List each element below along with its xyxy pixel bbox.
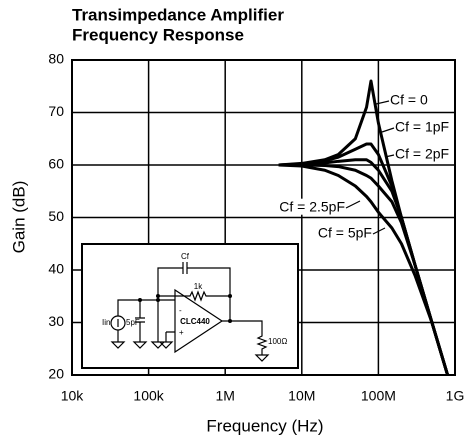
schematic-label: 5pF bbox=[126, 318, 140, 327]
label-bg bbox=[394, 145, 451, 162]
x-tick-label: 10k bbox=[61, 388, 85, 404]
x-tick-label: 1M bbox=[215, 388, 234, 404]
plot-frame bbox=[71, 59, 456, 376]
schematic-label: Cf bbox=[181, 252, 190, 261]
x-tick-label: 10M bbox=[288, 388, 315, 404]
y-tick-label: 50 bbox=[48, 208, 64, 224]
series-label: Cf = 1pF bbox=[395, 119, 449, 135]
schematic bbox=[110, 262, 270, 362]
y-tick-label: 30 bbox=[48, 313, 64, 329]
series-line bbox=[278, 163, 450, 376]
label-bg bbox=[389, 91, 429, 108]
leader-line bbox=[345, 200, 361, 209]
label-bg bbox=[394, 118, 451, 135]
leader-line bbox=[372, 227, 386, 235]
y-tick-label: 60 bbox=[48, 156, 64, 172]
series-line bbox=[278, 142, 450, 376]
lines bbox=[278, 79, 450, 376]
chart-title: Frequency Response bbox=[72, 25, 244, 44]
leader-line bbox=[381, 127, 395, 133]
leader-line bbox=[375, 100, 390, 105]
chart-title: Transimpedance Amplifier bbox=[72, 5, 284, 24]
label-bg bbox=[278, 198, 346, 215]
series-line bbox=[278, 163, 450, 376]
y-tick-label: 20 bbox=[48, 366, 64, 382]
y-tick-label: 40 bbox=[48, 261, 64, 277]
y-axis-label: Gain (dB) bbox=[9, 181, 28, 254]
schematic-label: 100Ω bbox=[268, 337, 287, 346]
schematic-label: 1k bbox=[194, 282, 203, 291]
inset: Cf 1k CLC440 Iin 5pF 100Ω - + bbox=[81, 243, 299, 369]
series-label: Cf = 5pF bbox=[318, 225, 372, 241]
leader-line bbox=[384, 154, 395, 158]
x-tick-label: 100M bbox=[361, 388, 396, 404]
schematic-label: + bbox=[179, 328, 184, 337]
schematic-label: Iin bbox=[102, 318, 110, 327]
series-label: Cf = 2.5pF bbox=[279, 199, 345, 215]
inset-frame bbox=[81, 243, 299, 369]
y-tick-label: 80 bbox=[48, 51, 64, 67]
schematic-label: CLC440 bbox=[180, 317, 210, 326]
x-axis-label: Frequency (Hz) bbox=[206, 416, 323, 435]
schematic-label: - bbox=[179, 306, 182, 315]
y-tick-label: 70 bbox=[48, 103, 64, 119]
x-tick-label: 1G bbox=[446, 388, 465, 404]
x-tick-label: 100k bbox=[133, 388, 164, 404]
series-labels: Cf = 0 Cf = 1pF Cf = 2pF Cf = 2.5pF Cf = 5pF bbox=[278, 91, 451, 241]
series-label: Cf = 2pF bbox=[395, 146, 449, 162]
label-bg bbox=[316, 224, 373, 241]
series-label: Cf = 0 bbox=[390, 92, 428, 108]
